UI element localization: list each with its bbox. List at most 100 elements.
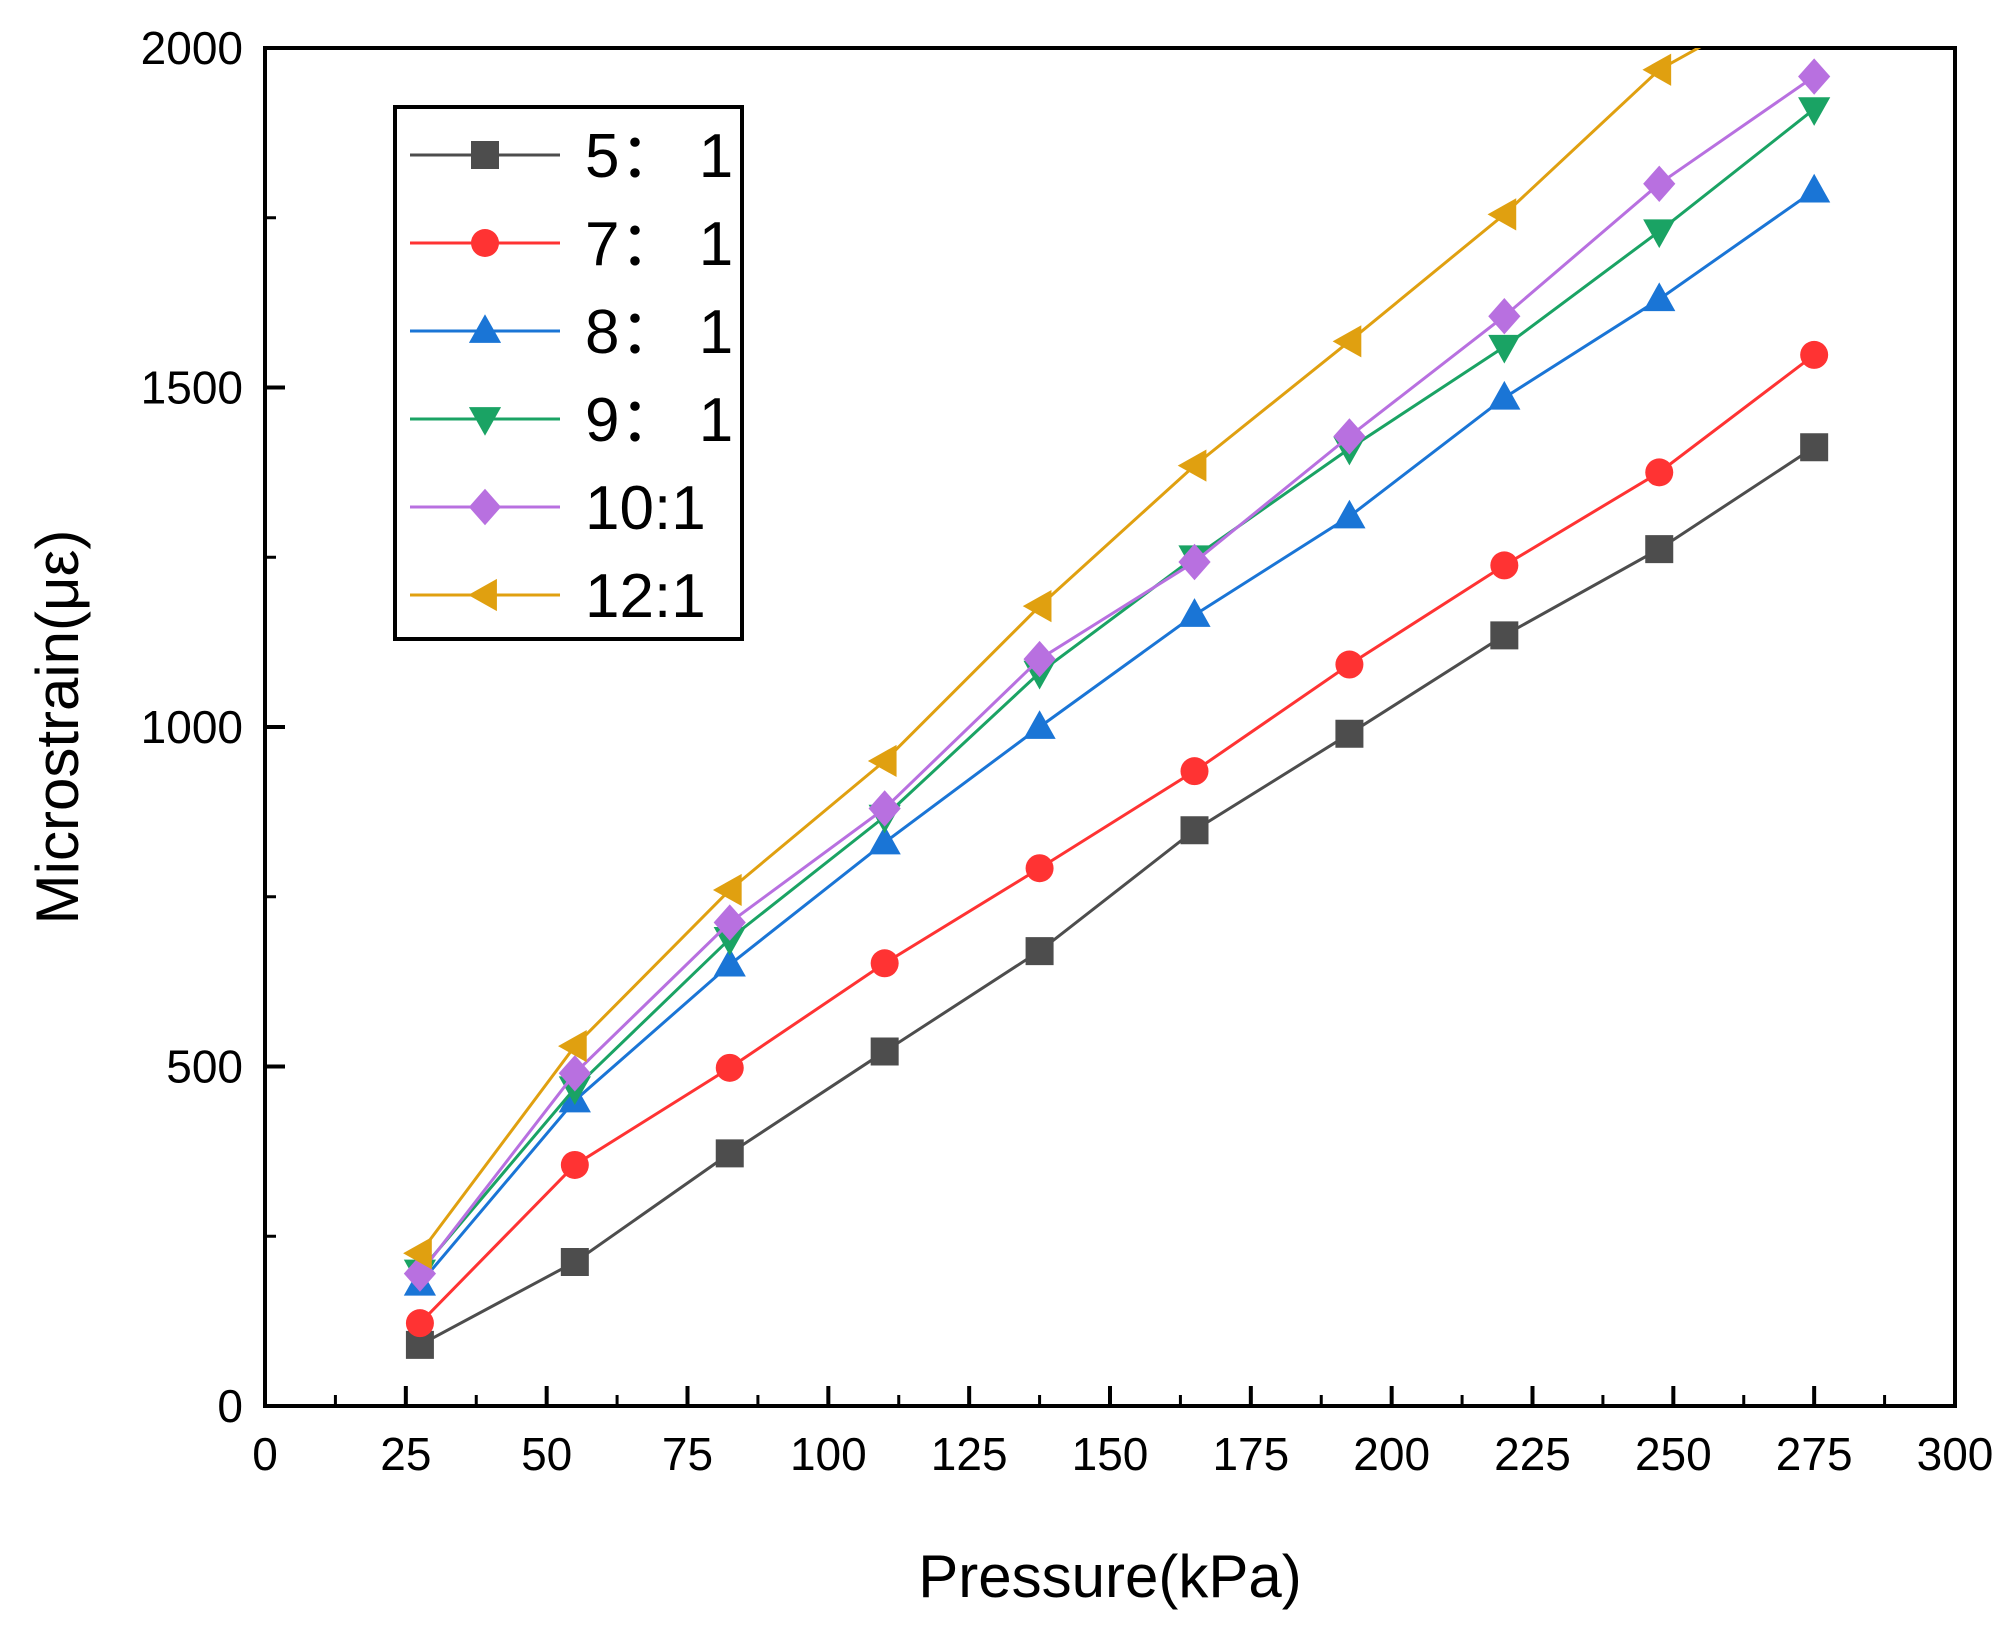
data-point xyxy=(560,1248,589,1277)
data-point xyxy=(558,1055,591,1092)
data-point xyxy=(1335,650,1364,679)
x-tick-label: 175 xyxy=(1212,1428,1289,1480)
x-tick-label: 0 xyxy=(252,1428,278,1480)
legend-label: 12:1 xyxy=(585,562,706,631)
series-2 xyxy=(405,340,1829,1338)
legend-marker xyxy=(468,578,497,612)
series-1 xyxy=(405,433,1829,1359)
data-point xyxy=(713,926,746,956)
series-line xyxy=(418,107,1816,1273)
y-tick-label: 1500 xyxy=(141,362,243,414)
data-point xyxy=(868,825,901,855)
series-line xyxy=(418,48,1702,1255)
data-point xyxy=(1023,710,1056,739)
data-point xyxy=(713,947,746,977)
legend-item: 12:1 xyxy=(410,562,706,631)
series-5 xyxy=(403,58,1831,1292)
series-layer xyxy=(403,48,1831,1359)
data-point xyxy=(1798,173,1831,203)
data-point xyxy=(1490,621,1519,650)
legend-marker xyxy=(471,229,499,257)
y-tick-label: 1000 xyxy=(141,701,243,753)
data-point xyxy=(1023,640,1056,678)
series-line xyxy=(418,189,1816,1285)
legend-item: 8： 1 xyxy=(410,298,733,367)
data-point xyxy=(1645,535,1674,564)
x-tick-label: 100 xyxy=(790,1428,867,1480)
legend-label: 10:1 xyxy=(585,474,706,543)
legend-marker xyxy=(471,141,499,169)
x-tick-label: 250 xyxy=(1635,1428,1712,1480)
legend-label: 8： 1 xyxy=(585,298,733,367)
data-point xyxy=(560,1150,589,1179)
x-tick-label: 125 xyxy=(931,1428,1008,1480)
data-point xyxy=(1800,433,1829,462)
legend-box xyxy=(393,105,744,641)
data-point xyxy=(403,1237,432,1270)
data-point xyxy=(1022,590,1052,623)
data-point xyxy=(1798,58,1831,95)
series-line xyxy=(418,353,1816,1325)
data-point xyxy=(1180,757,1209,786)
data-point xyxy=(1178,598,1211,627)
data-point xyxy=(405,1330,434,1359)
y-tick-label: 500 xyxy=(166,1041,243,1093)
data-point xyxy=(1488,334,1521,364)
legend-label: 7： 1 xyxy=(585,210,733,279)
data-point xyxy=(870,949,899,978)
data-point xyxy=(1487,198,1517,231)
legend: 5： 1 7： 1 8： 1 9： 1 10:1 12:1 xyxy=(393,105,744,641)
x-tick-label: 225 xyxy=(1494,1428,1571,1480)
series-6 xyxy=(403,48,1702,1270)
data-point xyxy=(1335,719,1364,748)
data-point xyxy=(1332,325,1362,358)
x-axis-title: Pressure(kPa) xyxy=(918,1543,1301,1610)
data-point xyxy=(1490,551,1519,580)
data-point xyxy=(1177,449,1207,482)
data-point xyxy=(870,1037,899,1066)
data-point xyxy=(1643,282,1676,312)
data-point xyxy=(1642,53,1672,86)
x-tick-label: 150 xyxy=(1072,1428,1149,1480)
data-point xyxy=(1333,499,1366,529)
x-tick-label: 275 xyxy=(1776,1428,1853,1480)
data-point xyxy=(1643,219,1676,249)
legend-item: 10:1 xyxy=(410,474,706,543)
legend-marker xyxy=(468,407,502,436)
data-point xyxy=(868,790,901,827)
data-point xyxy=(1025,854,1054,883)
data-point xyxy=(1178,543,1211,581)
data-point xyxy=(715,1053,744,1082)
x-tick-label: 25 xyxy=(380,1428,431,1480)
data-point xyxy=(713,904,746,941)
data-point xyxy=(1800,340,1829,369)
y-axis-title: Microstrain(με) xyxy=(24,530,91,925)
series-line xyxy=(418,75,1816,1275)
y-tick-label: 2000 xyxy=(141,22,243,74)
legend-marker xyxy=(468,488,502,526)
legend-item: 5： 1 xyxy=(410,122,733,191)
legend-label: 9： 1 xyxy=(585,386,733,455)
data-point xyxy=(1643,165,1676,202)
x-tick-label: 300 xyxy=(1917,1428,1994,1480)
data-point xyxy=(1488,298,1521,335)
data-point xyxy=(1025,937,1054,966)
data-point xyxy=(558,1030,587,1063)
y-tick-label: 0 xyxy=(217,1380,243,1432)
data-point xyxy=(1333,418,1366,455)
x-tick-label: 200 xyxy=(1353,1428,1430,1480)
data-point xyxy=(1645,458,1674,487)
data-point xyxy=(712,873,742,907)
axes: 0 25 50 75 100 125 150 175 200 225 250 275 300 0 500 10… xyxy=(141,22,1994,1480)
data-point xyxy=(403,1255,437,1292)
legend-label: 5： 1 xyxy=(585,122,733,191)
legend-marker xyxy=(468,314,502,343)
data-point xyxy=(715,1139,744,1168)
data-point xyxy=(405,1309,434,1338)
data-point xyxy=(867,744,897,778)
x-tick-label: 75 xyxy=(662,1428,713,1480)
legend-item: 9： 1 xyxy=(410,386,733,455)
x-tick-label: 50 xyxy=(521,1428,572,1480)
legend-item: 7： 1 xyxy=(410,210,733,279)
